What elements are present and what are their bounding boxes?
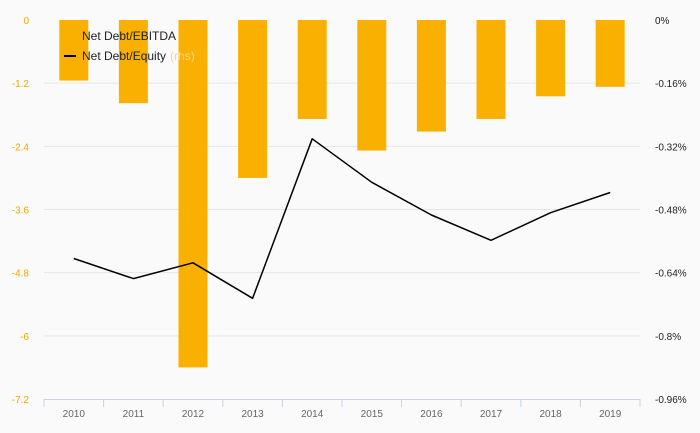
right-tick-label: -0.48% <box>655 206 687 217</box>
x-tick-label: 2015 <box>361 409 384 420</box>
x-tick-label: 2019 <box>599 409 622 420</box>
left-tick-label: -2.4 <box>12 142 30 153</box>
legend[interactable]: Net Debt/EBITDA Net Debt/Equity (rhs) <box>64 29 195 63</box>
left-tick-label: -3.6 <box>12 206 30 217</box>
bar <box>59 20 89 81</box>
bar <box>297 20 327 119</box>
right-tick-label: -0.96% <box>655 395 687 406</box>
x-tick-label: 2010 <box>63 409 86 420</box>
legend-label-line: Net Debt/Equity <box>82 49 166 63</box>
x-tick-label: 2014 <box>301 409 324 420</box>
x-tick-label: 2012 <box>182 409 205 420</box>
left-tick-label: 0 <box>23 16 29 27</box>
right-tick-label: -0.16% <box>655 79 687 90</box>
x-tick-label: 2016 <box>420 409 443 420</box>
legend-label-rhs: (rhs) <box>170 49 195 63</box>
x-axis: 2010 2011 2012 2013 2014 2015 2016 2017 2018 2019 <box>43 399 641 420</box>
bar-series <box>59 20 625 368</box>
line-series <box>73 138 611 300</box>
bar <box>238 20 268 178</box>
right-tick-label: -0.8% <box>655 332 681 343</box>
right-axis: 0% -0.16% -0.32% -0.48% -0.64% -0.8% -0.96% <box>655 16 687 406</box>
gridlines <box>44 82 640 337</box>
x-tick-label: 2018 <box>539 409 562 420</box>
bar <box>416 20 446 132</box>
svg-text:Net Debt/Equity(rhs): Net Debt/Equity (rhs) <box>82 49 195 63</box>
right-tick-label: -0.64% <box>655 269 687 280</box>
left-tick-label: -7.2 <box>12 395 30 406</box>
left-tick-label: -1.2 <box>12 79 30 90</box>
bar <box>476 20 506 119</box>
bar <box>357 20 387 151</box>
bar <box>118 20 148 104</box>
x-tick-label: 2013 <box>241 409 264 420</box>
x-tick-label: 2017 <box>480 409 503 420</box>
left-tick-label: -4.8 <box>12 269 30 280</box>
right-tick-label: 0% <box>655 16 670 27</box>
series-line <box>73 138 611 300</box>
left-axis: 0 -1.2 -2.4 -3.6 -4.8 -6 -7.2 <box>12 16 30 406</box>
bar <box>536 20 566 97</box>
bar <box>595 20 625 87</box>
left-tick-label: -6 <box>20 332 29 343</box>
legend-label-bar: Net Debt/EBITDA <box>82 29 176 43</box>
x-tick-label: 2011 <box>123 409 145 420</box>
bar <box>178 20 208 368</box>
right-tick-label: -0.32% <box>655 142 687 153</box>
